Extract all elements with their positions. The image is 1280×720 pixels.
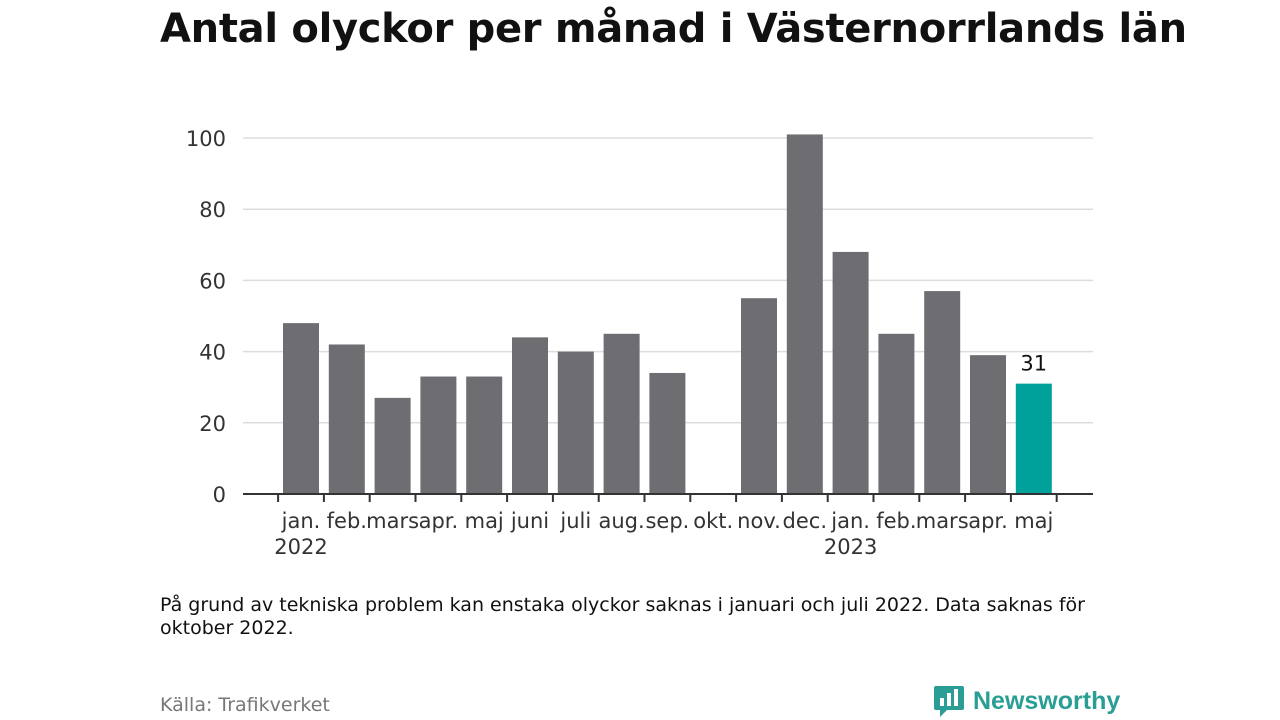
source-credit: Källa: Trafikverket — [160, 694, 330, 716]
bar — [603, 333, 640, 494]
bar — [283, 323, 319, 494]
bar — [512, 337, 548, 494]
x-tick-label: feb. — [876, 509, 916, 533]
x-tick-label: aug. — [599, 509, 645, 533]
newsworthy-logo-icon — [934, 686, 964, 717]
bar — [557, 351, 594, 494]
x-tick-label: mars — [366, 509, 419, 533]
x-tick-label: maj — [1014, 509, 1053, 533]
x-year-label: 2023 — [824, 535, 877, 559]
brand-logo[interactable]: Newsworthy — [933, 684, 1120, 718]
x-tick-label: jan. — [281, 509, 321, 533]
y-tick-label: 80 — [199, 198, 226, 222]
x-tick-label: apr. — [419, 509, 459, 533]
bar — [328, 344, 365, 494]
bar — [741, 298, 777, 494]
bar — [786, 134, 823, 494]
brand-name: Newsworthy — [973, 686, 1121, 715]
y-tick-label: 100 — [186, 127, 226, 151]
y-tick-label: 0 — [213, 483, 226, 507]
y-tick-label: 60 — [199, 269, 226, 293]
y-tick-label: 20 — [199, 412, 226, 436]
bar — [878, 333, 915, 494]
x-tick-label: juli — [559, 509, 591, 533]
x-tick-label: sep. — [645, 509, 689, 533]
x-year-label: 2022 — [274, 535, 327, 559]
data-label: 31 — [1020, 352, 1047, 376]
bar — [970, 355, 1006, 494]
x-tick-label: apr. — [968, 509, 1008, 533]
bars: 31 — [283, 134, 1052, 494]
x-tick-label: nov. — [737, 509, 781, 533]
x-tick-label: maj — [465, 509, 504, 533]
x-tick-label: feb. — [327, 509, 367, 533]
bar — [832, 251, 869, 494]
x-axis-tick-labels: jan. feb. mars apr. maj juni juli aug. sep. okt. n… — [274, 509, 1053, 559]
bar — [420, 376, 457, 494]
y-tick-label: 40 — [199, 341, 226, 365]
bar — [466, 376, 503, 494]
x-tick-label: jan. — [830, 509, 870, 533]
x-tick-label: okt. — [693, 509, 733, 533]
bar — [924, 291, 961, 494]
x-tick-label: mars — [916, 509, 969, 533]
chart-title: Antal olyckor per månad i Västernorrland… — [160, 6, 1187, 52]
y-axis-tick-labels: 0 20 40 60 80 100 — [186, 127, 226, 507]
bar — [649, 372, 686, 494]
x-axis — [243, 493, 1093, 502]
x-tick-label: juni — [510, 509, 549, 533]
x-tick-label: dec. — [783, 509, 827, 533]
bar — [374, 397, 411, 494]
chart-note: På grund av tekniska problem kan enstaka… — [160, 594, 1085, 639]
bar-highlight — [1015, 383, 1052, 494]
